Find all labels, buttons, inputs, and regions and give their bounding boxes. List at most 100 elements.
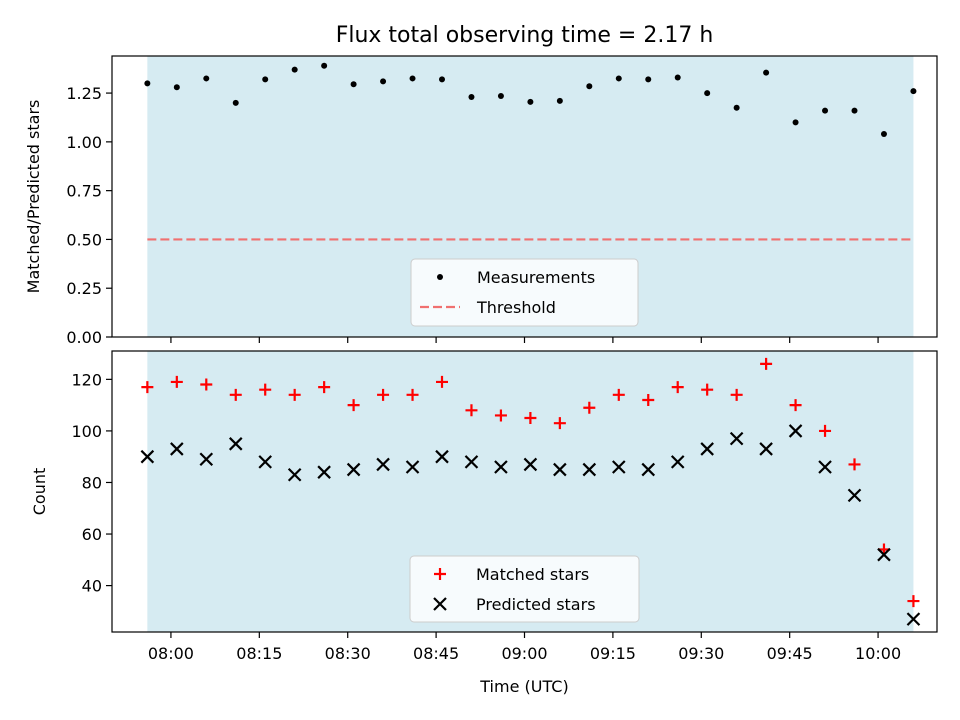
count-panel: 40 60 80 100 120 08:00 08:15 08:30 08:45 09:00 09:… <box>30 350 938 696</box>
matched-stars-point <box>200 378 213 391</box>
measurement-point <box>468 93 475 100</box>
predicted-stars-point <box>700 442 714 456</box>
measurement-point <box>910 88 917 95</box>
measurement-point <box>615 75 622 82</box>
y-axis-label-top: Matched/Predicted stars <box>24 100 43 294</box>
predicted-stars-point <box>494 460 508 474</box>
x-tick-label: 10:00 <box>855 644 901 663</box>
legend-label-predicted: Predicted stars <box>476 595 596 614</box>
x-axis-label: Time (UTC) <box>479 677 568 696</box>
y-tick-label-top: 0.00 <box>66 328 102 347</box>
predicted-stars-point <box>287 467 302 482</box>
predicted-stars-point <box>729 431 744 446</box>
matched-stars-point <box>612 388 625 401</box>
matched-stars-point <box>406 388 419 401</box>
measurement-point <box>173 84 180 91</box>
legend-marker-matched <box>434 568 446 580</box>
x-tick-label: 09:30 <box>678 644 724 663</box>
matched-stars-point <box>141 381 154 394</box>
legend-box-bottom <box>409 555 640 623</box>
measurement-point <box>645 76 652 83</box>
predicted-stars-point <box>405 460 420 474</box>
measurement-point <box>527 98 534 105</box>
measurement-point <box>556 97 563 104</box>
matched-stars-point <box>671 381 684 394</box>
predicted-stars-point <box>346 462 361 477</box>
measurement-point <box>763 69 770 76</box>
matched-stars-point <box>848 458 861 471</box>
matched-stars-point <box>288 388 301 401</box>
measurement-point <box>733 104 740 111</box>
y-tick-label-bottom: 40 <box>82 577 102 596</box>
legend-marker-measurements <box>437 274 443 280</box>
predicted-stars-point <box>906 612 921 626</box>
legend-label-matched: Matched stars <box>476 565 589 584</box>
measurement-point <box>350 81 357 88</box>
matched-stars-point <box>465 404 478 417</box>
predicted-stars-point <box>435 449 449 464</box>
matched-stars-point <box>318 381 331 394</box>
predicted-stars-point <box>788 424 803 438</box>
measurement-point <box>439 76 445 83</box>
predicted-stars-point <box>140 449 155 464</box>
predicted-stars-point <box>464 455 479 469</box>
predicted-stars-point <box>877 547 891 562</box>
legend-bottom: Matched stars Predicted stars <box>409 555 640 623</box>
predicted-stars-point <box>582 462 597 477</box>
y-axis-label-bottom: Count <box>30 468 49 516</box>
matched-stars-point <box>907 595 920 608</box>
predicted-stars-point <box>612 460 626 474</box>
predicted-stars-point <box>818 460 832 474</box>
x-tick-label: 08:30 <box>325 644 371 663</box>
measurement-point <box>792 119 799 126</box>
y-tick-label-top: 0.25 <box>66 279 102 298</box>
predicted-stars-point <box>228 437 243 451</box>
measurement-point <box>880 131 887 138</box>
matched-stars-point <box>436 375 448 388</box>
y-tick-label-bottom: 120 <box>71 370 102 389</box>
legend-box-top <box>410 258 639 327</box>
legend-top: Measurements Threshold <box>410 258 639 327</box>
predicted-stars-point <box>847 488 862 503</box>
matched-stars-point <box>494 409 507 422</box>
measurement-point <box>144 80 151 87</box>
matched-stars-point <box>701 383 714 396</box>
chart-title: Flux total observing time = 2.17 h <box>336 23 714 48</box>
legend-label-threshold: Threshold <box>476 298 556 317</box>
measurement-point <box>704 90 711 97</box>
predicted-stars-point <box>759 442 773 456</box>
predicted-stars-point <box>641 462 656 477</box>
measurement-point <box>262 76 269 83</box>
predicted-stars-point <box>258 455 272 469</box>
matched-stars-point <box>583 401 596 414</box>
measurement-point <box>674 74 681 81</box>
predicted-stars-point <box>199 452 214 467</box>
matched-stars-point <box>642 393 655 406</box>
legend-marker-predicted <box>433 597 447 611</box>
measurement-point <box>497 93 504 100</box>
predicted-stars-point <box>376 457 390 472</box>
x-tick-label: 08:00 <box>148 644 194 663</box>
x-tick-label: 09:15 <box>590 644 636 663</box>
measurement-point <box>586 83 593 90</box>
matched-stars-point <box>347 399 360 412</box>
measurement-point <box>291 66 298 73</box>
measurement-point <box>380 78 387 85</box>
measurement-point <box>851 107 858 114</box>
matched-stars-point <box>259 383 272 396</box>
matched-stars-point <box>377 388 390 401</box>
matched-stars-point <box>524 412 537 425</box>
predicted-stars-point <box>553 462 567 477</box>
predicted-stars-point <box>670 455 685 469</box>
measurement-point <box>321 62 328 69</box>
legend-label-measurements: Measurements <box>477 268 595 287</box>
x-tick-label: 08:15 <box>236 644 282 663</box>
matched-stars-point <box>760 357 773 370</box>
matched-stars-point <box>229 388 242 401</box>
matched-stars-point <box>789 399 802 412</box>
x-tick-label: 09:00 <box>501 644 547 663</box>
y-tick-label-bottom: 80 <box>82 473 102 492</box>
y-tick-label-bottom: 100 <box>71 422 102 441</box>
matched-stars-point <box>553 417 566 430</box>
